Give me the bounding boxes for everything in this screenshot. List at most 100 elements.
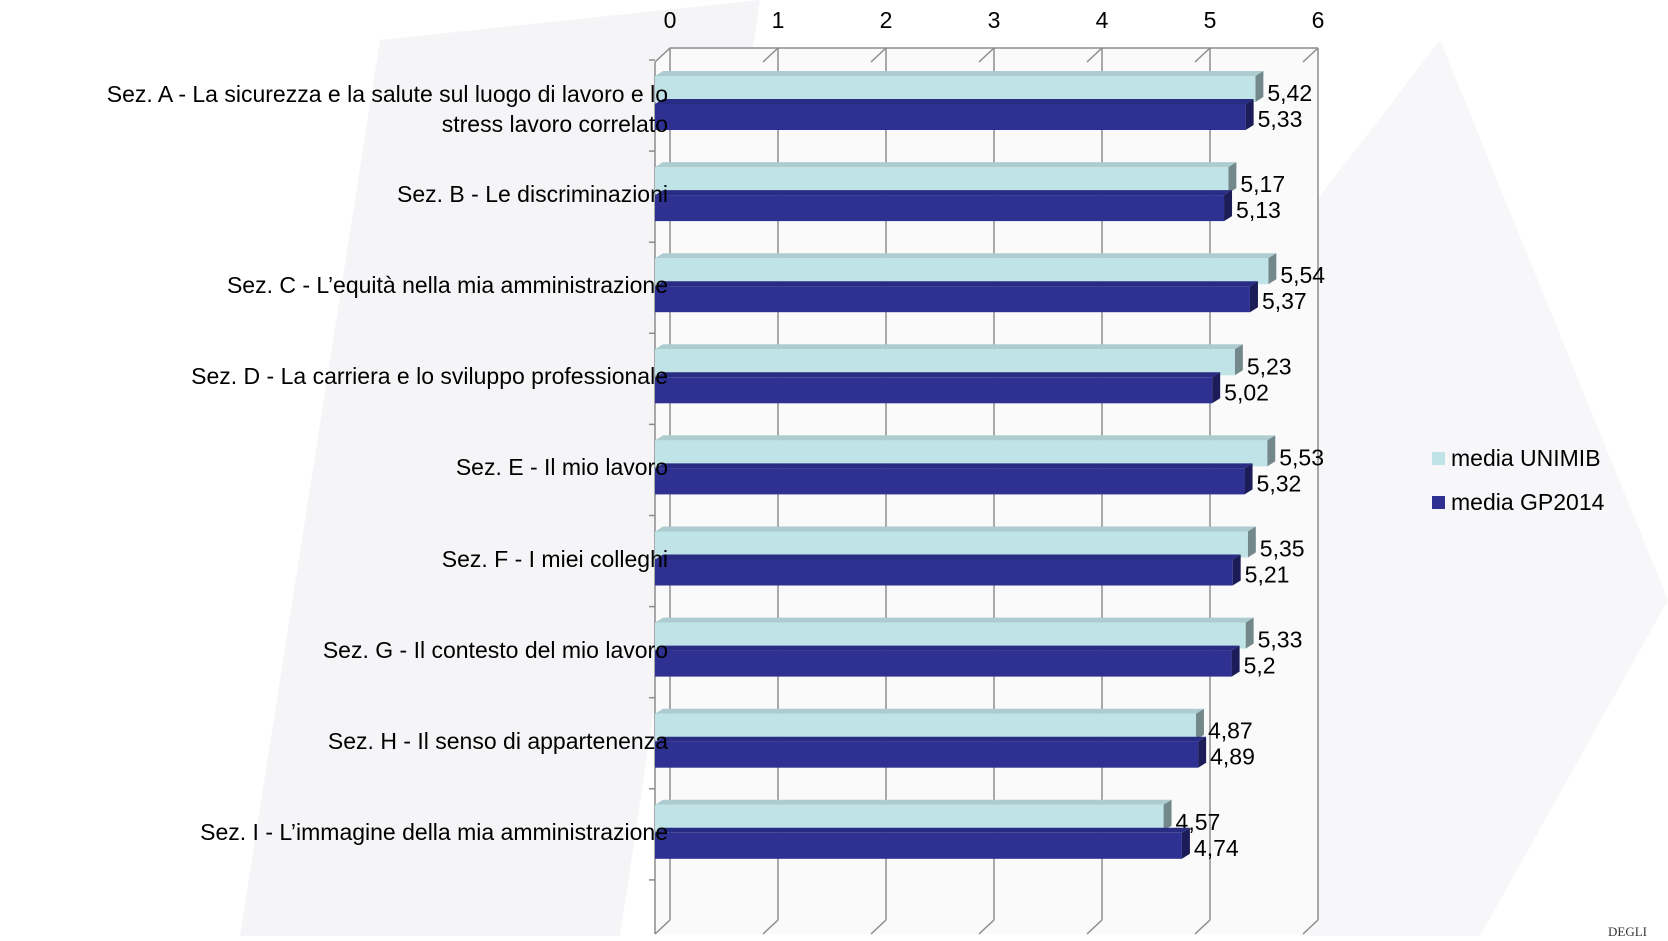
bar-side-face	[1245, 99, 1254, 130]
bar-side-face	[1228, 162, 1237, 194]
bar	[655, 559, 1233, 586]
bar-side-face	[1245, 617, 1254, 649]
gridline-depth-top	[1302, 47, 1319, 63]
bar	[655, 650, 1232, 677]
data-label: 5,32	[1257, 470, 1302, 496]
bar-side-face	[1195, 708, 1204, 740]
bar-top-face	[655, 281, 1258, 287]
bar-top-face	[655, 253, 1277, 259]
bar-side-face	[1212, 372, 1221, 404]
bar	[655, 741, 1199, 768]
gridline-depth	[1194, 919, 1211, 935]
bar-top-face	[655, 526, 1256, 532]
background-shape-right	[1240, 40, 1668, 936]
gridline-depth-top	[762, 47, 779, 63]
data-label: 5,23	[1247, 353, 1292, 379]
bar-top-face	[655, 827, 1190, 833]
category-label-line: Sez. E - Il mio lavoro	[455, 454, 668, 481]
bar-side-face	[1268, 253, 1277, 285]
gridline-depth-top	[978, 47, 995, 63]
x-tick-label: 3	[988, 7, 1001, 33]
bar	[655, 440, 1268, 467]
bar	[655, 286, 1250, 313]
bar-top-face	[655, 99, 1254, 104]
gridline-depth	[654, 919, 671, 935]
bar-top-face	[655, 617, 1254, 623]
category-label-line: Sez. B - Le discriminazioni	[397, 181, 668, 208]
x-tick-label: 1	[772, 7, 785, 33]
category-label-line: Sez. D - La carriera e lo sviluppo profe…	[191, 363, 668, 390]
gridline-depth-top	[654, 47, 671, 63]
bar-side-face	[1244, 463, 1253, 495]
category-label: Sez. B - Le discriminazioni	[8, 179, 668, 209]
legend-item: media UNIMIB	[1432, 436, 1604, 480]
data-label: 4,89	[1210, 744, 1255, 770]
gridline-depth	[1302, 919, 1319, 935]
category-label: Sez. H - Il senso di appartenenza	[8, 726, 668, 756]
data-label: 4,87	[1208, 718, 1253, 744]
category-label: Sez. F - I miei colleghi	[8, 544, 668, 574]
bar-top-face	[655, 435, 1276, 441]
x-tick-label: 6	[1312, 7, 1325, 33]
legend-label: media GP2014	[1451, 488, 1605, 515]
category-label: Sez. A - La sicurezza e la salute sul lu…	[8, 79, 668, 139]
data-label: 5,42	[1267, 80, 1312, 106]
category-label-line: Sez. G - Il contesto del mio lavoro	[322, 636, 668, 663]
bar-top-face	[655, 463, 1253, 469]
bar-side-face	[1267, 435, 1276, 467]
bar	[655, 713, 1196, 740]
data-label: 5,37	[1262, 288, 1307, 314]
data-label: 5,21	[1245, 562, 1290, 588]
bar	[655, 258, 1269, 285]
data-label: 5,17	[1240, 171, 1285, 197]
category-label: Sez. D - La carriera e lo sviluppo profe…	[8, 361, 668, 391]
category-label-line: Sez. I - L’immagine della mia amministra…	[200, 818, 668, 845]
bar-top-face	[655, 708, 1204, 714]
data-label: 5,35	[1260, 536, 1305, 562]
bar-side-face	[1198, 736, 1207, 768]
x-tick-label: 2	[880, 7, 893, 33]
data-label: 5,54	[1280, 262, 1325, 288]
gridline-depth	[870, 919, 887, 935]
bar-top-face	[655, 372, 1221, 378]
category-label: Sez. E - Il mio lavoro	[8, 452, 668, 482]
chart-legend: media UNIMIB media GP2014	[1432, 436, 1604, 524]
bar-side-face	[1181, 827, 1190, 859]
bar-top-face	[655, 344, 1243, 350]
bar	[655, 76, 1256, 102]
bar-side-face	[1231, 645, 1240, 677]
data-label: 4,74	[1194, 835, 1239, 861]
data-label: 5,13	[1236, 197, 1281, 223]
legend-swatch	[1432, 495, 1445, 509]
gridline-depth	[762, 919, 779, 935]
category-label-line: Sez. F - I miei colleghi	[441, 545, 668, 572]
bar	[655, 349, 1235, 376]
bar	[655, 622, 1246, 649]
bar	[655, 531, 1248, 558]
logo: DEGLI	[1608, 924, 1647, 936]
bar-side-face	[1163, 799, 1172, 831]
bar	[655, 377, 1213, 404]
legend-swatch	[1432, 451, 1445, 465]
bar-side-face	[1247, 526, 1256, 558]
bar	[655, 804, 1164, 831]
x-tick-label: 5	[1204, 7, 1217, 33]
bar-side-face	[1224, 190, 1233, 222]
bar-side-face	[1249, 281, 1258, 313]
data-label: 5,53	[1279, 444, 1324, 470]
x-tick-label: 0	[664, 7, 677, 33]
category-label: Sez. G - Il contesto del mio lavoro	[8, 635, 668, 665]
bar	[655, 104, 1246, 130]
bar-side-face	[1234, 344, 1243, 376]
category-label-line: Sez. H - Il senso di appartenenza	[327, 727, 668, 754]
data-label: 5,02	[1224, 379, 1269, 405]
category-label-line: Sez. C - L’equità nella mia amministrazi…	[226, 272, 668, 299]
bar-top-face	[655, 190, 1233, 196]
data-label: 5,2	[1244, 653, 1276, 679]
bar	[655, 832, 1182, 859]
bar-top-face	[655, 554, 1241, 560]
gridline-depth	[978, 919, 995, 935]
bar-top-face	[655, 799, 1172, 805]
